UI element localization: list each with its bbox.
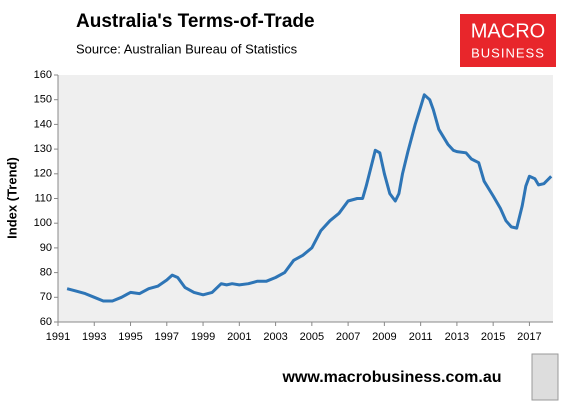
y-axis-label: Index (Trend) — [4, 157, 19, 239]
y-tick-label: 100 — [34, 217, 52, 229]
data-line — [66, 93, 553, 303]
x-tick-label: 2005 — [300, 331, 324, 343]
x-tick-label: 2007 — [336, 331, 360, 343]
chart-title: Australia's Terms-of-Trade — [76, 11, 315, 32]
x-tick-label: 1993 — [82, 331, 106, 343]
y-tick-label: 70 — [40, 291, 52, 303]
logo-box — [460, 14, 556, 67]
x-tick-label: 2015 — [481, 331, 505, 343]
logo-text: MACRO — [471, 20, 545, 42]
chart-subtitle: Source: Australian Bureau of Statistics — [76, 41, 298, 56]
y-tick-label: 150 — [34, 94, 52, 106]
y-tick-label: 160 — [34, 69, 52, 81]
plot-background — [58, 75, 553, 322]
y-tick-label: 120 — [34, 168, 52, 180]
x-tick-label: 2009 — [372, 331, 396, 343]
y-tick-label: 110 — [34, 192, 52, 204]
y-tick-label: 80 — [40, 267, 52, 279]
x-tick-label: 2017 — [517, 331, 541, 343]
logo-text: BUSINESS — [471, 45, 545, 60]
y-tick-label: 140 — [34, 118, 52, 130]
y-tick-label: 90 — [40, 242, 52, 254]
wolf-icon — [531, 353, 559, 401]
x-tick-label: 1999 — [191, 331, 215, 343]
x-tick-label: 2013 — [445, 331, 469, 343]
x-tick-label: 2001 — [227, 331, 251, 343]
x-tick-label: 2011 — [409, 331, 433, 343]
footer: www.macrobusiness.com.au — [281, 369, 501, 386]
x-tick-label: 1991 — [46, 331, 70, 343]
x-tick-label: 1997 — [155, 331, 179, 343]
x-tick-label: 1995 — [118, 331, 142, 343]
y-tick-label: 130 — [34, 143, 52, 155]
x-tick-label: 2003 — [263, 331, 287, 343]
y-tick-label: 60 — [40, 316, 52, 328]
